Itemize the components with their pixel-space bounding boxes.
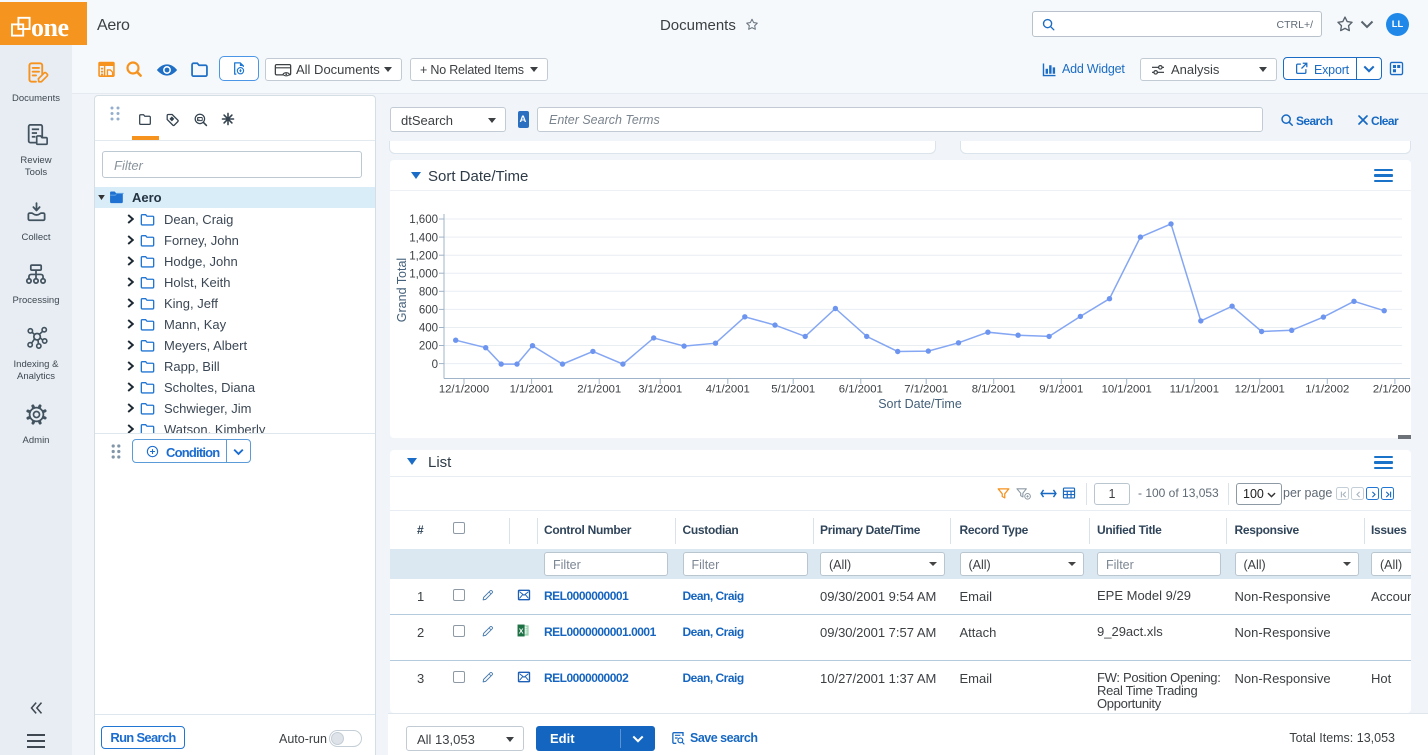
svg-text:5/1/2001: 5/1/2001 bbox=[771, 384, 815, 396]
svg-text:1,200: 1,200 bbox=[409, 250, 438, 262]
svg-text:9/1/2001: 9/1/2001 bbox=[1039, 384, 1083, 396]
svg-text:1,400: 1,400 bbox=[409, 232, 438, 244]
svg-text:one: one bbox=[31, 13, 69, 42]
svg-text:800: 800 bbox=[419, 287, 438, 299]
svg-text:Grand Total: Grand Total bbox=[395, 258, 409, 322]
svg-text:2/1/2002: 2/1/2002 bbox=[1373, 384, 1411, 396]
svg-text:1/1/2001: 1/1/2001 bbox=[510, 384, 554, 396]
svg-text:1,000: 1,000 bbox=[409, 268, 438, 280]
svg-text:11/1/2001: 11/1/2001 bbox=[1170, 384, 1219, 396]
svg-text:1,600: 1,600 bbox=[409, 214, 438, 226]
svg-text:12/1/2001: 12/1/2001 bbox=[1235, 384, 1285, 396]
svg-text:12/1/2000: 12/1/2000 bbox=[439, 384, 489, 396]
svg-text:1/1/2002: 1/1/2002 bbox=[1305, 384, 1349, 396]
svg-text:Sort Date/Time: Sort Date/Time bbox=[878, 397, 962, 411]
svg-text:4/1/2001: 4/1/2001 bbox=[706, 384, 750, 396]
svg-text:10/1/2001: 10/1/2001 bbox=[1102, 384, 1152, 396]
svg-text:200: 200 bbox=[419, 341, 438, 353]
svg-text:2/1/2001: 2/1/2001 bbox=[577, 384, 621, 396]
svg-text:X: X bbox=[519, 628, 524, 635]
svg-text:0: 0 bbox=[432, 359, 438, 371]
svg-text:400: 400 bbox=[419, 323, 438, 335]
svg-text:7/1/2001: 7/1/2001 bbox=[904, 384, 948, 396]
svg-text:8/1/2001: 8/1/2001 bbox=[972, 384, 1016, 396]
svg-text:600: 600 bbox=[419, 305, 438, 317]
svg-text:3/1/2001: 3/1/2001 bbox=[638, 384, 682, 396]
svg-text:6/1/2001: 6/1/2001 bbox=[839, 384, 883, 396]
